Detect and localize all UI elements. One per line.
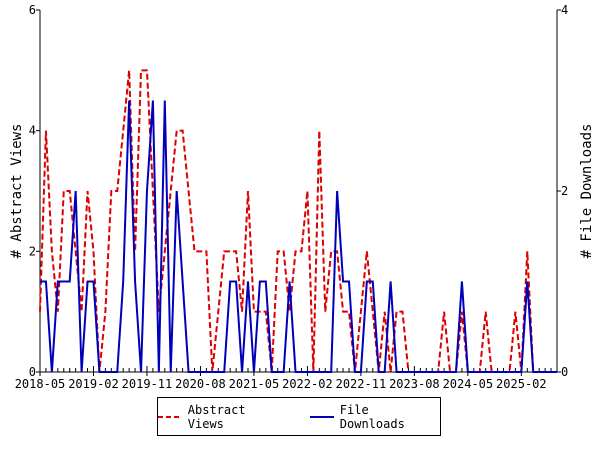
legend: Abstract Views File Downloads [157, 397, 441, 436]
x-tick-label: 2021-05 [229, 377, 280, 391]
y-tick-label-right: 0 [561, 365, 568, 379]
x-tick-label: 2023-08 [389, 377, 440, 391]
legend-item-abstract-views: Abstract Views [158, 403, 288, 431]
x-tick-label: 2022-11 [336, 377, 387, 391]
y-tick-label-left: 2 [29, 244, 36, 258]
x-tick-label: 2025-02 [496, 377, 547, 391]
y-tick-label-left: 4 [29, 124, 36, 138]
series-file-downloads-line [40, 100, 557, 373]
y-tick-label-right: 2 [561, 184, 568, 198]
y-tick-label-left: 6 [29, 3, 36, 17]
chart: 0 2 4 6 0 2 4 2018-05 2019-02 2019-11 2020-08 2021-… [9, 3, 595, 391]
y-tick-label-right: 4 [561, 3, 568, 17]
legend-label: Abstract Views [187, 402, 246, 431]
x-tick-label: 2020-08 [175, 377, 226, 391]
legend-item-file-downloads: File Downloads [310, 403, 440, 431]
series-abstract-views-line [39, 69, 557, 373]
y-axis-label-left: # Abstract Views [9, 124, 25, 259]
x-tick-label: 2022-02 [282, 377, 333, 391]
solid-line-swatch-icon [310, 415, 334, 418]
x-tick-label: 2019-11 [122, 377, 173, 391]
legend-label: File Downloads [339, 402, 405, 431]
y-axis-label-right: # File Downloads [579, 124, 595, 259]
y-tick-label-left: 0 [29, 365, 36, 379]
dashed-line-swatch-icon [158, 415, 182, 418]
x-tick-label: 2018-05 [15, 377, 66, 391]
x-tick-label: 2019-02 [68, 377, 119, 391]
x-tick-label: 2024-05 [443, 377, 494, 391]
